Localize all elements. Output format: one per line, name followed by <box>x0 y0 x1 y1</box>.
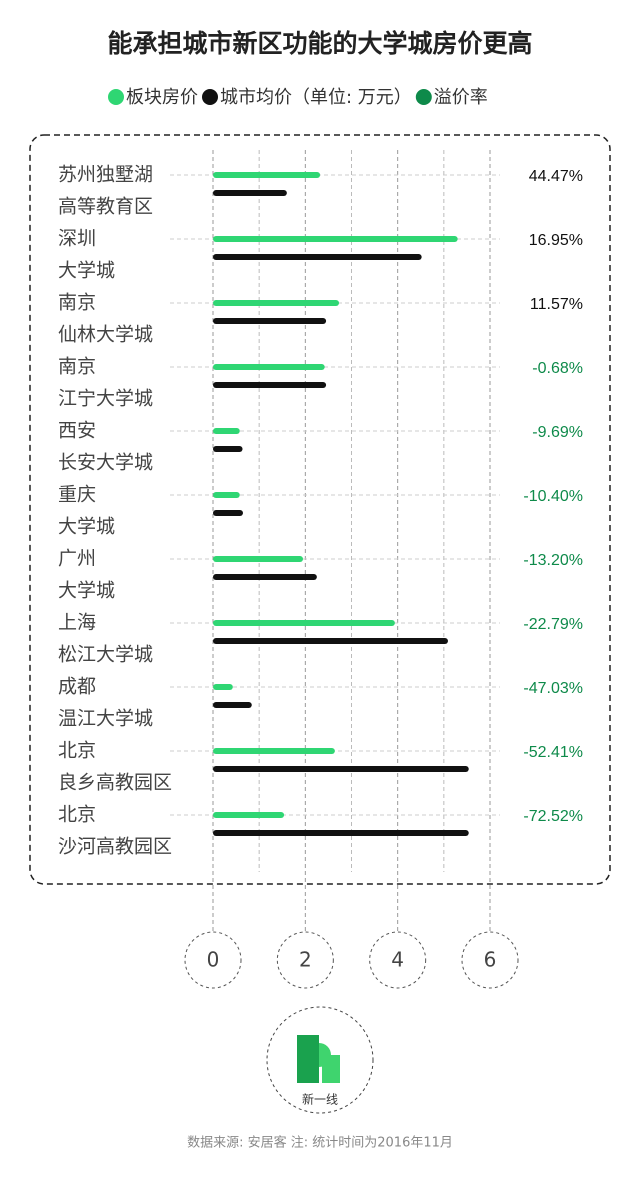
chart-title: 能承担城市新区功能的大学城房价更高 <box>107 29 532 58</box>
category-label: 沙河高教园区 <box>58 836 172 858</box>
category-label: 重庆 <box>58 484 96 506</box>
bar <box>213 254 422 260</box>
category-label: 南京 <box>58 356 96 378</box>
legend-marker <box>202 89 218 105</box>
bar <box>213 364 325 370</box>
category-label: 松江大学城 <box>58 644 153 666</box>
x-tick-label: 6 <box>484 948 497 972</box>
bar <box>213 702 252 708</box>
category-label: 良乡高教园区 <box>58 772 172 794</box>
value-label: -47.03% <box>523 680 583 697</box>
category-label: 仙林大学城 <box>58 324 153 346</box>
category-label: 广州 <box>58 548 96 570</box>
category-label: 苏州独墅湖 <box>58 164 153 186</box>
category-label: 西安 <box>58 420 96 442</box>
bar <box>213 382 327 388</box>
bar <box>213 446 243 452</box>
bar <box>213 574 317 580</box>
value-label: -9.69% <box>532 424 583 441</box>
tick-circle <box>184 931 242 989</box>
bar <box>213 684 233 690</box>
value-label: 11.57% <box>530 296 583 313</box>
bar <box>213 510 244 516</box>
legend-label: 板块房价 <box>126 87 198 108</box>
legend-label: 城市均价（单位: 万元） <box>220 87 412 108</box>
category-label: 南京 <box>58 292 96 314</box>
category-label: 上海 <box>58 612 96 634</box>
tick-circle <box>461 931 519 989</box>
category-label: 北京 <box>58 740 96 762</box>
plot-frame <box>29 134 611 885</box>
x-tick-label: 0 <box>207 948 220 972</box>
value-label: 16.95% <box>529 232 583 249</box>
bar <box>213 428 240 434</box>
bar <box>213 556 304 562</box>
category-label: 温江大学城 <box>58 708 153 730</box>
category-label: 深圳 <box>58 228 96 250</box>
x-tick-label: 2 <box>299 948 312 972</box>
category-label: 长安大学城 <box>58 452 153 474</box>
category-label: 大学城 <box>58 260 115 282</box>
value-label: -0.68% <box>532 360 583 377</box>
value-label: -10.40% <box>523 488 583 505</box>
logo-text: 新一线 <box>302 1092 338 1107</box>
category-label: 北京 <box>58 804 96 826</box>
bar <box>213 830 469 836</box>
value-label: -52.41% <box>523 744 583 761</box>
source: 数据来源: 安居客 注: 统计时间为2016年11月 <box>187 1135 453 1151</box>
bar <box>213 236 458 242</box>
category-label: 高等教育区 <box>58 196 153 218</box>
legend-label: 溢价率 <box>434 87 488 108</box>
tick-circle <box>276 931 334 989</box>
logo <box>297 1035 340 1083</box>
bar <box>213 172 321 178</box>
bar <box>213 190 287 196</box>
bar <box>213 318 327 324</box>
legend-marker <box>415 89 432 105</box>
bar <box>213 748 335 754</box>
bar <box>213 638 448 644</box>
logo-ring <box>266 1006 374 1114</box>
x-tick-label: 4 <box>391 948 404 972</box>
category-label: 大学城 <box>58 516 115 538</box>
bar <box>213 300 340 306</box>
value-label: -72.52% <box>523 808 583 825</box>
category-label: 大学城 <box>58 580 115 602</box>
bar <box>213 492 240 498</box>
bar <box>213 766 469 772</box>
legend-marker <box>108 89 124 105</box>
value-label: 44.47% <box>529 168 583 185</box>
category-label: 成都 <box>58 676 96 698</box>
bar <box>213 620 395 626</box>
tick-circle <box>369 931 427 989</box>
category-label: 江宁大学城 <box>58 388 153 410</box>
value-label: -13.20% <box>523 552 583 569</box>
value-label: -22.79% <box>523 616 583 633</box>
bar <box>213 812 285 818</box>
